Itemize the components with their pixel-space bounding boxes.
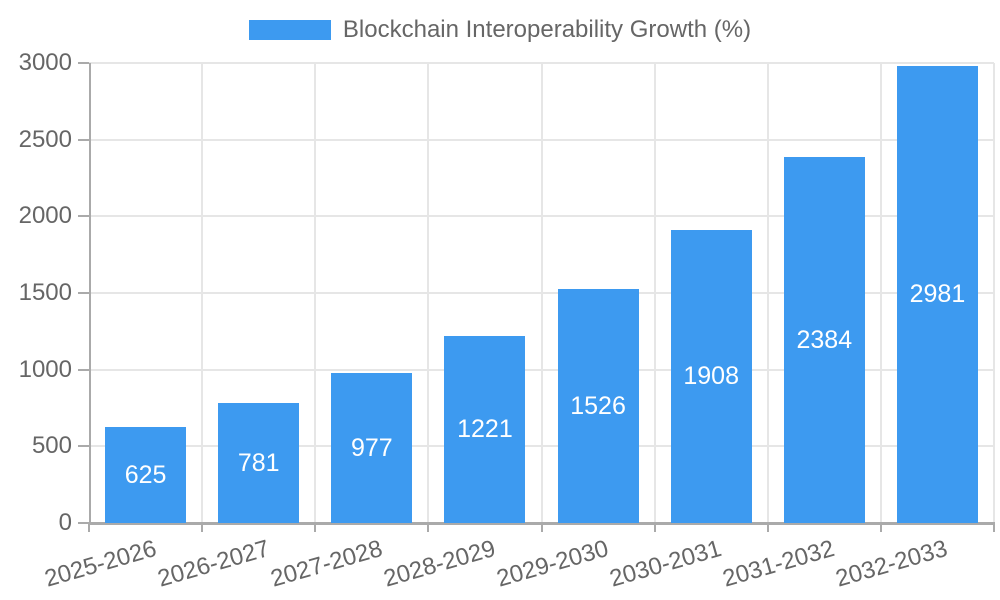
- x-axis-tick: [201, 523, 204, 532]
- bar[interactable]: 625: [105, 427, 187, 523]
- x-axis-tick: [314, 523, 317, 532]
- x-axis-tick: [653, 523, 656, 532]
- bar[interactable]: 1908: [670, 230, 752, 523]
- gridline-vertical: [427, 63, 430, 523]
- y-axis-tick: [78, 138, 89, 141]
- bar[interactable]: 2384: [783, 157, 865, 523]
- gridline-vertical: [540, 63, 543, 523]
- legend-label: Blockchain Interoperability Growth (%): [342, 16, 752, 43]
- x-axis-tick: [427, 523, 430, 532]
- y-axis-tick: [78, 215, 89, 218]
- x-axis-tick: [879, 523, 882, 532]
- y-axis-tick: [78, 445, 89, 448]
- y-axis-tick-label: 500: [31, 432, 72, 460]
- plot-area: 625 781 977 1221 1526 1908 2384 2981: [88, 62, 995, 525]
- bar-value-label: 2981: [909, 279, 966, 308]
- bar[interactable]: 1221: [444, 335, 526, 523]
- y-axis-line: [89, 63, 91, 523]
- bar[interactable]: 781: [218, 403, 300, 523]
- x-axis-tick: [766, 523, 769, 532]
- bar-value-label: 1908: [683, 362, 739, 391]
- gridline-vertical: [314, 63, 317, 523]
- y-axis-tick-label: 1000: [18, 355, 72, 383]
- bar-value-label: 2384: [796, 325, 853, 354]
- y-axis-tick: [78, 368, 89, 371]
- chart-legend[interactable]: Blockchain Interoperability Growth (%): [0, 16, 1000, 44]
- gridline-vertical: [993, 63, 995, 523]
- bar[interactable]: 1526: [557, 289, 639, 523]
- gridline-vertical: [201, 63, 204, 523]
- bar-value-label: 1526: [570, 391, 626, 420]
- bar[interactable]: 2981: [896, 65, 978, 523]
- x-axis-tick: [88, 523, 90, 532]
- x-axis-tick: [540, 523, 543, 532]
- bar-value-label: 625: [124, 460, 167, 489]
- legend-swatch-icon: [248, 20, 331, 40]
- y-axis-tick: [78, 292, 89, 294]
- y-axis-tick-label: 1500: [18, 279, 72, 306]
- y-axis-tick: [78, 522, 89, 524]
- gridline-vertical: [879, 63, 882, 523]
- gridline-vertical: [653, 63, 656, 523]
- bar-value-label: 781: [237, 448, 280, 477]
- y-axis-tick: [78, 62, 89, 64]
- y-axis-tick-label: 2500: [18, 125, 72, 153]
- bar[interactable]: 977: [331, 373, 413, 523]
- gridline-vertical: [766, 63, 769, 523]
- x-axis-tick: [993, 523, 995, 532]
- y-axis-tick-label: 2000: [18, 202, 72, 230]
- bar-value-label: 977: [350, 433, 393, 462]
- y-axis-tick-label: 3000: [18, 49, 72, 76]
- bar-value-label: 1221: [457, 414, 513, 443]
- y-axis-tick-label: 0: [58, 509, 72, 536]
